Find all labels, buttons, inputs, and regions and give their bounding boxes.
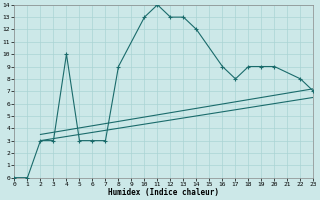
X-axis label: Humidex (Indice chaleur): Humidex (Indice chaleur)	[108, 188, 220, 197]
